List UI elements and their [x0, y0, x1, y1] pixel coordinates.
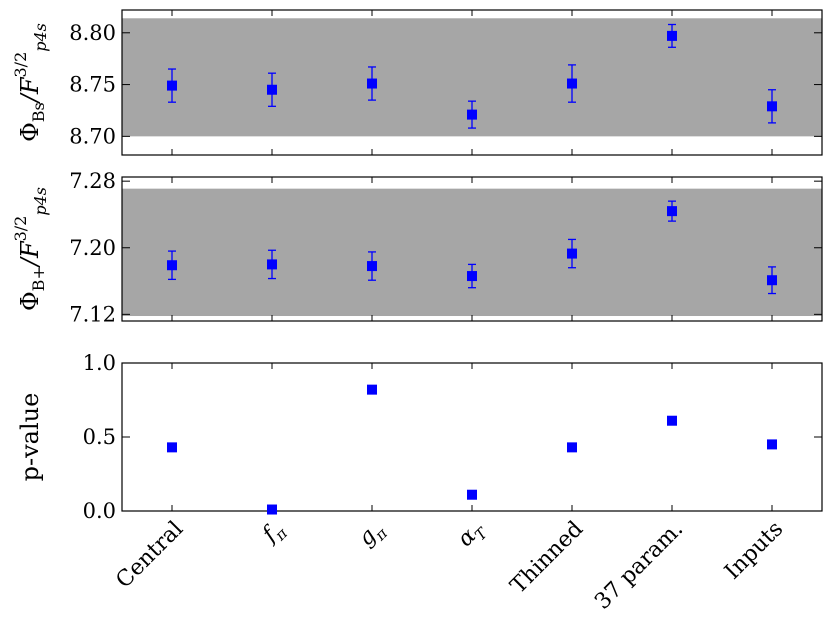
data-point — [167, 442, 177, 453]
data-point — [467, 271, 477, 282]
y-label-superscript: 3/2 — [11, 52, 30, 78]
category-label: gπ — [354, 516, 392, 554]
category-label: Central — [111, 517, 188, 594]
data-point — [667, 206, 677, 217]
data-point — [367, 261, 377, 272]
category-label-text: Central — [111, 517, 188, 594]
y-label-divisor: /F — [16, 240, 44, 268]
y-axis-label: p-value — [16, 393, 44, 482]
y-label-symbol: Φ — [16, 122, 44, 142]
y-tick-label: 7.28 — [69, 169, 116, 193]
y-tick-label: 7.12 — [69, 302, 116, 326]
data-point — [667, 415, 677, 426]
data-point — [467, 109, 477, 120]
data-point — [667, 30, 677, 41]
panel-1: 8.70 8.75 8.80 ΦBs/F3/2p4s — [11, 9, 823, 156]
category-label: αT — [453, 516, 492, 555]
data-point — [167, 260, 177, 271]
category-label: Thinned — [506, 517, 588, 599]
data-point — [267, 504, 277, 515]
data-point — [567, 78, 577, 89]
y-tick-label: 7.20 — [69, 236, 116, 260]
y-label-subscript-2: p4s — [31, 187, 50, 216]
data-point — [367, 78, 377, 89]
category-label: fπ — [256, 516, 291, 551]
y-label-subscript: B+ — [29, 266, 48, 291]
y-label-symbol: Φ — [16, 291, 44, 311]
y-label-subscript: Bs — [29, 102, 48, 122]
axes-frame — [121, 362, 823, 512]
panel-2: 7.12 7.20 7.28 ΦB+/F3/2p4s — [11, 169, 823, 326]
category-label-text: Inputs — [720, 517, 788, 585]
data-point — [567, 248, 577, 259]
data-point — [567, 442, 577, 453]
data-point — [767, 439, 777, 450]
y-axis-label: ΦB+/F3/2p4s — [11, 187, 50, 311]
data-point — [167, 80, 177, 91]
category-label: 37 param. — [590, 517, 688, 615]
y-axis-label: ΦBs/F3/2p4s — [11, 23, 50, 142]
data-point — [267, 259, 277, 270]
y-tick-label: 8.75 — [69, 73, 116, 97]
panel-3: 0.0 0.5 1.0 p-value — [16, 351, 823, 523]
uncertainty-band — [122, 188, 822, 317]
y-tick-label: 0.5 — [83, 425, 116, 449]
data-point — [767, 101, 777, 112]
data-point — [467, 489, 477, 500]
y-label-subscript-2: p4s — [31, 23, 50, 52]
data-point — [367, 384, 377, 395]
y-tick-label: 8.70 — [69, 124, 116, 148]
y-label-divisor: /F — [16, 76, 44, 104]
y-tick-label: 1.0 — [83, 351, 116, 375]
y-tick-label: 0.0 — [83, 499, 116, 523]
y-tick-label: 8.80 — [69, 21, 116, 45]
data-point — [267, 84, 277, 95]
category-label-text: Thinned — [506, 517, 588, 599]
data-point — [767, 275, 777, 286]
category-label-text: 37 param. — [590, 517, 688, 615]
category-label: Inputs — [720, 517, 788, 585]
y-label-superscript: 3/2 — [11, 216, 30, 242]
